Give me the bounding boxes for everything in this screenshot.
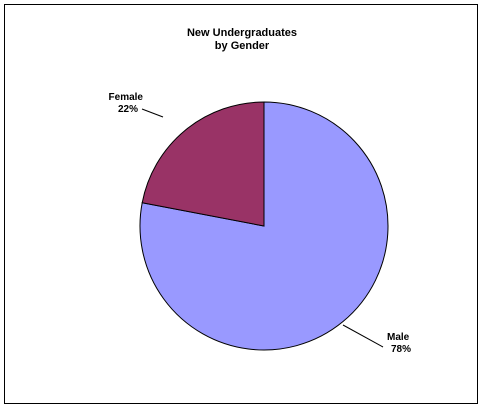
chart-area: New Undergraduates by Gender Female 22% Ma… [4, 4, 478, 404]
slice-label-male: Male [387, 332, 410, 343]
slice-percent-male: 78% [391, 344, 411, 355]
leader-line-male [342, 324, 384, 348]
pie-slice-female [141, 101, 265, 227]
leader-lines [141, 108, 384, 348]
slice-percent-female: 22% [118, 104, 138, 115]
pie-slices [139, 101, 389, 351]
leader-line-female [141, 108, 164, 118]
chart-title: New Undergraduates by Gender [186, 27, 298, 52]
slice-label-female: Female [109, 92, 144, 103]
